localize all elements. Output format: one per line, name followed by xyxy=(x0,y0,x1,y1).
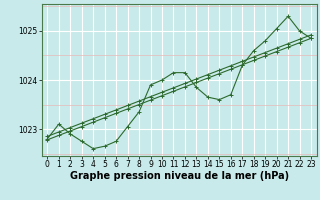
X-axis label: Graphe pression niveau de la mer (hPa): Graphe pression niveau de la mer (hPa) xyxy=(70,171,289,181)
